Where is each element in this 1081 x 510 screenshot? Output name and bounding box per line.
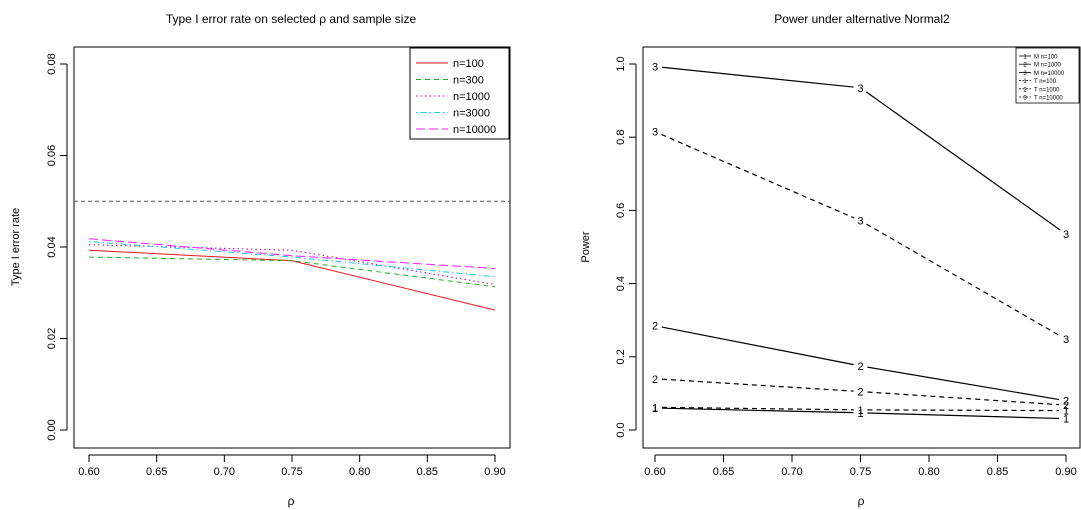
legend-label: M n=1000 <box>1034 63 1062 69</box>
point-symbol: 1 <box>857 405 863 417</box>
point-symbol: 3 <box>857 83 863 95</box>
point-symbol: 2 <box>652 374 658 386</box>
legend-symbol: 2 <box>1023 87 1027 93</box>
legend-label: n=300 <box>453 75 484 87</box>
point-symbol: 3 <box>1063 229 1069 241</box>
series-line-n=100 <box>88 249 496 311</box>
series-line-n=3000 <box>88 241 496 278</box>
x-axis: 0.60 0.65 0.70 0.75 0.80 0.85 0.90 <box>78 454 506 478</box>
legend-label: M n=100 <box>1034 55 1058 61</box>
series-segment-M n=1000 <box>661 326 854 366</box>
y-tick-label: 0.08 <box>46 53 58 74</box>
point-symbol: 2 <box>652 321 658 333</box>
x-tick-label: 0.90 <box>1055 466 1076 478</box>
x-tick-label: 0.70 <box>214 466 235 478</box>
point-symbol: 2 <box>1063 400 1069 412</box>
x-axis-label: ρ <box>288 494 295 508</box>
x-axis: 0.60 0.65 0.70 0.75 0.80 0.85 0.90 <box>644 454 1077 478</box>
legend-symbol: 1 <box>1023 79 1027 85</box>
y-axis: 0.00 0.02 0.04 0.06 0.08 <box>46 53 68 441</box>
x-tick-label: 0.90 <box>484 466 505 478</box>
series-line-n=10000 <box>88 238 496 270</box>
legend-label: n=1000 <box>453 91 490 103</box>
series-segment-T n=10000 <box>866 223 1061 337</box>
y-tick-label: 0.00 <box>46 419 58 440</box>
point-symbol: 3 <box>652 127 658 139</box>
y-tick-label: 0.06 <box>46 145 58 166</box>
legend-label: n=3000 <box>453 108 490 120</box>
legend-symbol: 3 <box>1023 71 1027 77</box>
point-symbol: 1 <box>652 403 658 415</box>
y-axis: 0.0 0.2 0.4 0.6 0.8 1.0 <box>615 56 637 438</box>
point-symbol: 2 <box>1063 396 1069 408</box>
point-symbol: 3 <box>652 62 658 74</box>
chart-title: Power under alternative Normal2 <box>774 12 950 26</box>
legend-symbol: 3 <box>1023 96 1027 102</box>
legend-label: T n=1000 <box>1034 87 1060 93</box>
legend-label: T n=10000 <box>1034 96 1063 102</box>
chart-title: Type I error rate on selected ρ and samp… <box>166 12 417 26</box>
x-tick-label: 0.75 <box>281 466 302 478</box>
legend-label: M n=10000 <box>1034 71 1065 77</box>
point-symbol: 1 <box>652 402 658 414</box>
point-symbol: 3 <box>857 216 863 228</box>
series-segment-M n=10000 <box>865 91 1061 231</box>
x-tick-label: 0.85 <box>987 466 1008 478</box>
x-tick-label: 0.75 <box>850 466 871 478</box>
legend: 1 M n=100 2 M n=1000 3 M n=10000 1 T n=100 2 T n=… <box>1015 47 1080 104</box>
legend-symbol: 1 <box>1023 55 1027 61</box>
y-tick-label: 0.6 <box>615 203 627 218</box>
plot-frame <box>642 46 1081 449</box>
x-tick-label: 0.65 <box>146 466 167 478</box>
plot-frame <box>73 46 511 449</box>
series-segment-T n=1000 <box>867 391 1060 406</box>
series-segment-M n=1000 <box>867 366 1060 401</box>
point-symbol: 1 <box>857 408 863 420</box>
x-tick-label: 0.80 <box>918 466 939 478</box>
x-tick-label: 0.60 <box>78 466 99 478</box>
y-tick-label: 0.0 <box>615 422 627 437</box>
series-segment-M n=100 <box>661 407 854 414</box>
legend-label: n=100 <box>453 58 484 70</box>
legend-label: T n=100 <box>1034 79 1057 85</box>
series-segment-T n=100 <box>867 409 1060 412</box>
y-tick-label: 1.0 <box>615 56 627 71</box>
y-tick-label: 0.4 <box>615 276 627 291</box>
series-segment-M n=10000 <box>661 66 854 88</box>
power-chart: Power under alternative Normal2 0.60 0.65… <box>580 12 1081 508</box>
legend-symbol: 2 <box>1023 63 1027 69</box>
series-lines <box>88 238 496 311</box>
x-axis-label: ρ <box>858 494 865 508</box>
series-line-n=300 <box>88 256 496 288</box>
y-tick-label: 0.04 <box>46 236 58 257</box>
series-segment-M n=100 <box>867 412 1060 420</box>
x-tick-label: 0.80 <box>349 466 370 478</box>
y-tick-label: 0.2 <box>615 349 627 364</box>
point-symbol: 2 <box>857 387 863 399</box>
x-tick-label: 0.70 <box>781 466 802 478</box>
series-segment-T n=100 <box>661 406 854 411</box>
type-one-error-chart: Type I error rate on selected ρ and samp… <box>10 12 511 508</box>
point-symbol: 2 <box>857 361 863 373</box>
series-segment-T n=10000 <box>661 133 855 219</box>
point-symbol: 1 <box>1063 414 1069 426</box>
point-symbol: 3 <box>1063 334 1069 346</box>
legend-box <box>1015 47 1080 104</box>
x-tick-label: 0.60 <box>644 466 665 478</box>
y-tick-label: 0.8 <box>615 130 627 145</box>
series-segment-T n=1000 <box>661 378 854 392</box>
y-axis-label: Power <box>580 231 592 263</box>
y-tick-label: 0.02 <box>46 328 58 349</box>
y-axis-label: Type I error rate <box>10 208 22 286</box>
legend-label: n=10000 <box>453 124 496 136</box>
point-symbol: 1 <box>1063 406 1069 418</box>
legend: n=100 n=300 n=1000 n=3000 n=10000 <box>409 47 510 140</box>
x-tick-label: 0.85 <box>417 466 438 478</box>
x-tick-label: 0.65 <box>713 466 734 478</box>
